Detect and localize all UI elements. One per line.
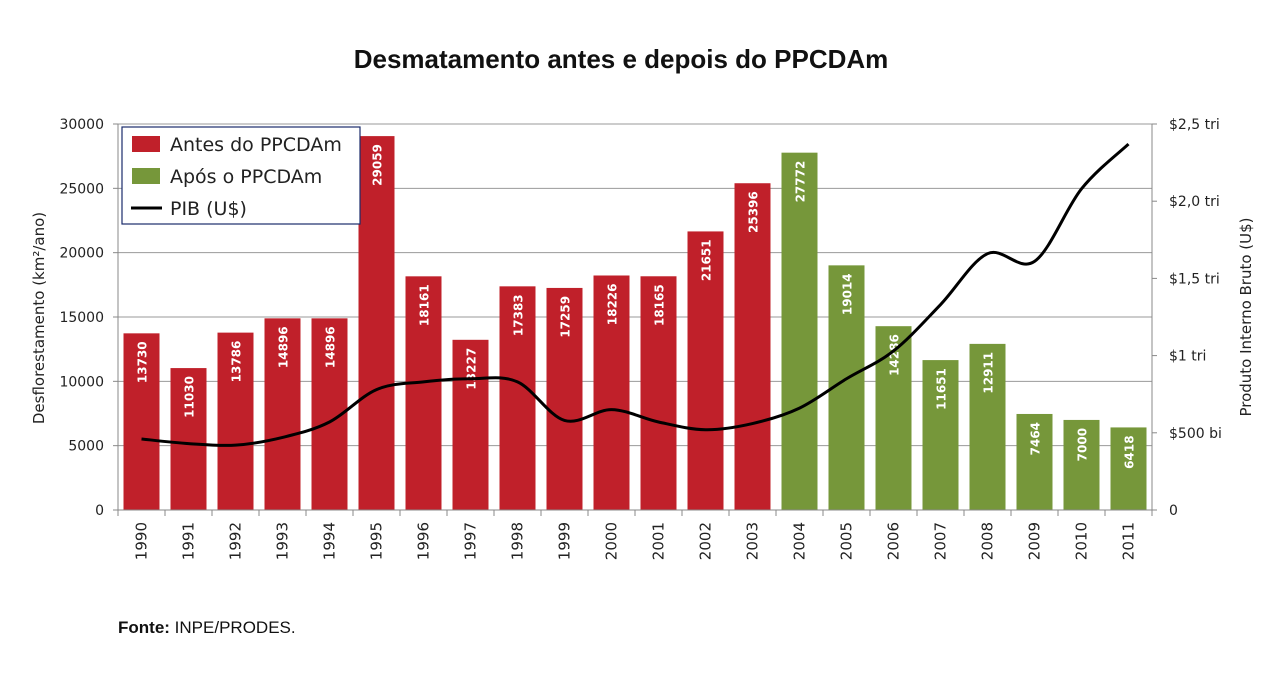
legend: Antes do PPCDAm Após o PPCDAm PIB (U$) — [121, 126, 361, 225]
x-tick-label: 1990 — [133, 522, 151, 560]
bar-value-label: 13730 — [136, 341, 150, 383]
legend-swatch — [132, 136, 160, 152]
right-tick-label: $500 bi — [1169, 426, 1222, 442]
bar-before — [123, 333, 160, 510]
bar-after — [875, 326, 912, 510]
left-tick-label: 25000 — [59, 181, 104, 197]
bar-before — [405, 276, 442, 510]
gdp-line — [141, 142, 1130, 447]
gdp-line-group — [141, 142, 1130, 447]
x-tick-label: 2001 — [650, 522, 668, 560]
legend-box — [121, 126, 361, 225]
legend-swatch — [132, 168, 160, 184]
bar-value-label: 27772 — [794, 161, 808, 203]
bar-value-label: 14896 — [277, 326, 291, 368]
left-tick-label: 20000 — [59, 246, 104, 262]
source-label: Fonte: — [118, 618, 170, 637]
left-tick-label: 15000 — [59, 310, 104, 326]
x-tick-label: 2000 — [603, 522, 621, 560]
bar-value-label: 18161 — [418, 284, 432, 326]
bar-value-label: 11030 — [183, 376, 197, 418]
x-tick-label: 1999 — [556, 522, 574, 560]
x-tick-label: 2003 — [744, 522, 762, 560]
x-axis-ticks: 1990 1991 1992 1993 1994 1995 1996 1997 1998 1999… — [117, 510, 1153, 560]
bar-value-label: 6418 — [1123, 435, 1137, 468]
left-axis-ticks: 0 5000 10000 15000 20000 25000 30000 — [59, 117, 118, 519]
bar-before — [452, 339, 489, 510]
left-tick-label: 30000 — [59, 117, 104, 133]
bar-before — [264, 318, 301, 510]
bar-after — [781, 152, 818, 510]
bar-before — [499, 286, 536, 510]
right-tick-label: $2,5 tri — [1169, 117, 1220, 133]
x-tick-label: 1996 — [415, 522, 433, 560]
x-tick-label: 2002 — [697, 522, 715, 560]
x-tick-label: 2007 — [932, 522, 950, 560]
bar-value-label: 29059 — [371, 144, 385, 186]
right-tick-label: $1,5 tri — [1169, 271, 1220, 287]
bar-before — [546, 287, 583, 510]
left-tick-label: 5000 — [68, 439, 104, 455]
x-tick-label: 1997 — [462, 522, 480, 560]
bar-value-label: 18165 — [653, 284, 667, 326]
bar-before — [640, 276, 677, 510]
bar-value-label: 13786 — [230, 341, 244, 383]
left-axis-label: Desflorestamento (km²/ano) — [30, 212, 48, 424]
bar-after — [922, 360, 959, 510]
x-tick-label: 1992 — [227, 522, 245, 560]
bar-value-label: 25396 — [747, 191, 761, 233]
bar-value-label: 17259 — [559, 296, 573, 338]
x-tick-label: 2009 — [1026, 522, 1044, 560]
bar-value-label: 18226 — [606, 283, 620, 325]
legend-label: PIB (U$) — [170, 198, 247, 220]
x-tick-label: 2005 — [838, 522, 856, 560]
bar-after — [969, 343, 1006, 510]
left-tick-label: 10000 — [59, 374, 104, 390]
x-tick-label: 2006 — [885, 522, 903, 560]
bar-value-label: 21651 — [700, 239, 714, 281]
x-tick-label: 2004 — [791, 522, 809, 560]
bar-before — [170, 368, 207, 510]
bar-value-label: 11651 — [935, 368, 949, 410]
x-tick-label: 1994 — [321, 522, 339, 560]
right-tick-label: $2,0 tri — [1169, 194, 1220, 210]
left-tick-label: 0 — [95, 503, 104, 519]
bar-after — [1110, 427, 1147, 510]
bar-after — [1016, 413, 1053, 510]
x-tick-label: 1995 — [368, 522, 386, 560]
right-tick-label: $1 tri — [1169, 349, 1206, 365]
bar-value-label: 7000 — [1076, 428, 1090, 461]
bar-value-label: 14286 — [888, 334, 902, 376]
x-tick-label: 2011 — [1120, 522, 1138, 560]
legend-label: Após o PPCDAm — [170, 166, 322, 188]
bar-before — [217, 332, 254, 510]
legend-label: Antes do PPCDAm — [170, 134, 342, 156]
bar-before — [593, 275, 630, 510]
bar-before — [687, 231, 724, 510]
bar-value-label: 19014 — [841, 273, 855, 315]
x-tick-label: 1991 — [180, 522, 198, 560]
bar-value-labels: 13730 11030 13786 14896 14896 29059 18161 13227… — [136, 144, 1137, 469]
bar-value-label: 12911 — [982, 352, 996, 394]
bar-value-label: 14896 — [324, 326, 338, 368]
bar-value-label: 7464 — [1029, 422, 1043, 455]
bar-value-label: 17383 — [512, 294, 526, 336]
bar-before — [734, 183, 771, 510]
chart-title: Desmatamento antes e depois do PPCDAm — [353, 44, 889, 74]
right-axis-ticks: 0 $500 bi $1 tri $1,5 tri $2,0 tri $2,5 tri — [1152, 117, 1222, 519]
x-tick-label: 1993 — [274, 522, 292, 560]
bar-value-label: 13227 — [465, 348, 479, 390]
x-tick-label: 2008 — [979, 522, 997, 560]
bar-after — [1063, 419, 1100, 510]
source-note: Fonte: INPE/PRODES. — [118, 618, 296, 638]
x-tick-label: 1998 — [509, 522, 527, 560]
right-tick-label: 0 — [1169, 503, 1178, 519]
source-text: INPE/PRODES. — [174, 618, 296, 637]
right-axis-label: Produto Interno Bruto (U$) — [1237, 217, 1255, 416]
x-tick-label: 2010 — [1073, 522, 1091, 560]
bar-group — [123, 136, 1147, 510]
bar-before — [358, 136, 395, 510]
